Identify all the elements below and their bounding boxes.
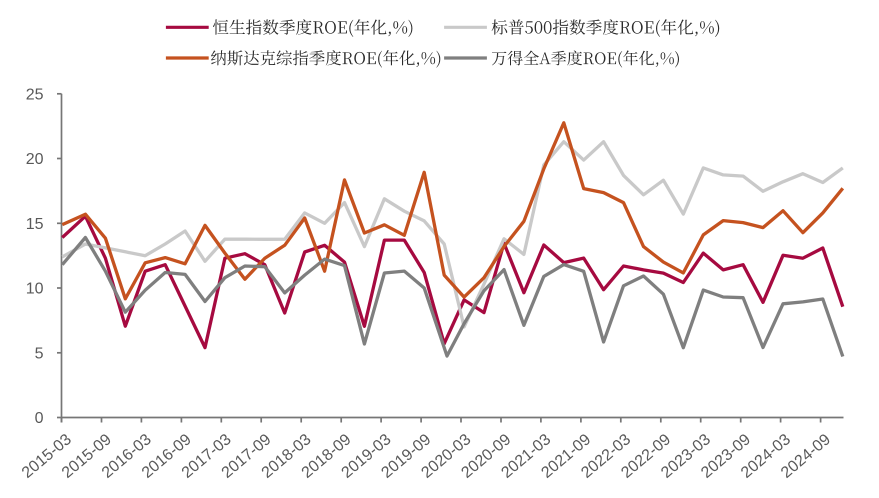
svg-text:5: 5 [35, 345, 44, 362]
svg-text:20: 20 [26, 151, 44, 168]
svg-text:25: 25 [26, 86, 44, 103]
svg-text:10: 10 [26, 281, 44, 298]
svg-text:0: 0 [35, 410, 44, 427]
svg-text:15: 15 [26, 216, 44, 233]
